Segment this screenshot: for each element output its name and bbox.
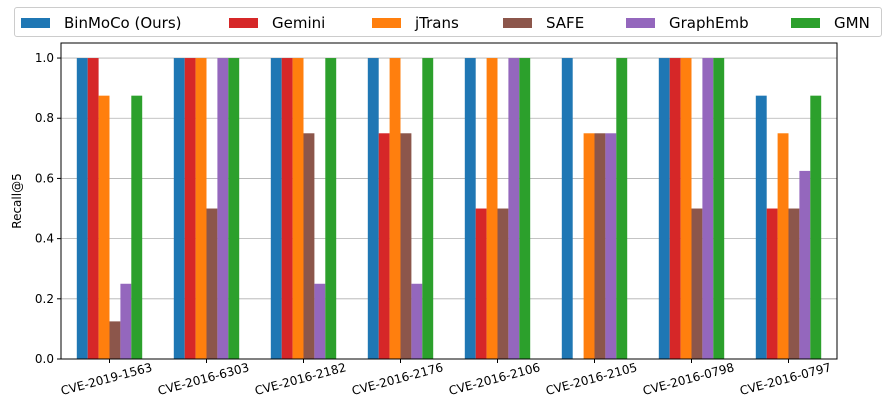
bar-gemini-cve-2016-0798	[669, 58, 681, 360]
bar-graphemb-cve-2016-2176	[411, 283, 423, 359]
bar-graphemb-cve-2019-1563	[120, 283, 132, 359]
legend-swatch-gemini	[229, 18, 258, 28]
legend-entry-gemini: Gemini	[229, 8, 325, 38]
bar-jtrans-cve-2016-2182	[292, 58, 304, 360]
bar-binmoco-ours-cve-2019-1563	[76, 58, 88, 360]
bar-graphemb-cve-2016-0798	[702, 58, 714, 360]
y-tick-label: 0.6	[35, 171, 54, 185]
bar-graphemb-cve-2016-6303	[217, 58, 229, 360]
x-tick-label: CVE-2016-2182	[253, 360, 347, 398]
bar-gmn-cve-2016-2105	[616, 58, 628, 360]
bar-gmn-cve-2016-2176	[422, 58, 434, 360]
bar-gmn-cve-2019-1563	[131, 95, 143, 360]
y-tick-label: 0.4	[35, 232, 54, 246]
x-tick-label: CVE-2019-1563	[59, 360, 153, 398]
bar-graphemb-cve-2016-2106	[508, 58, 520, 360]
legend-label-safe: SAFE	[546, 14, 585, 32]
bar-jtrans-cve-2019-1563	[98, 95, 110, 360]
bar-safe-cve-2016-2106	[497, 208, 509, 359]
bars	[76, 58, 822, 360]
bar-binmoco-ours-cve-2016-2182	[270, 58, 282, 360]
x-tick-label: CVE-2016-0798	[641, 360, 735, 398]
x-tick-label: CVE-2016-2176	[350, 360, 444, 398]
bar-binmoco-ours-cve-2016-0797	[755, 95, 767, 360]
legend-swatch-safe	[503, 18, 532, 28]
bar-gemini-cve-2016-2176	[378, 133, 390, 359]
bar-safe-cve-2016-0797	[788, 208, 800, 359]
bar-jtrans-cve-2016-2105	[583, 133, 595, 359]
bar-binmoco-ours-cve-2016-2106	[464, 58, 476, 360]
legend-label-gemini: Gemini	[272, 14, 326, 32]
bar-safe-cve-2016-0798	[691, 208, 703, 359]
legend-swatch-binmoco	[21, 18, 50, 28]
legend: BinMoCo (Ours) Gemini jTrans SAFE GraphE…	[14, 7, 882, 37]
x-tick-label: CVE-2016-6303	[156, 360, 250, 398]
bar-gemini-cve-2016-6303	[184, 58, 196, 360]
bar-binmoco-ours-cve-2016-0798	[658, 58, 670, 360]
legend-label-graphemb: GraphEmb	[669, 14, 749, 32]
bar-jtrans-cve-2016-0798	[680, 58, 692, 360]
legend-swatch-jtrans	[372, 18, 401, 28]
bar-gemini-cve-2019-1563	[87, 58, 99, 360]
y-axis-label: Recall@5	[10, 173, 24, 228]
legend-swatch-graphemb	[626, 18, 655, 28]
bar-graphemb-cve-2016-2182	[314, 283, 326, 359]
bar-safe-cve-2019-1563	[109, 321, 121, 359]
bar-gmn-cve-2016-2182	[325, 58, 337, 360]
bar-gemini-cve-2016-0797	[766, 208, 778, 359]
bar-binmoco-ours-cve-2016-2105	[561, 58, 573, 360]
bar-gmn-cve-2016-6303	[228, 58, 240, 360]
legend-label-jtrans: jTrans	[415, 14, 459, 32]
legend-label-gmn: GMN	[834, 14, 870, 32]
legend-swatch-gmn	[791, 18, 820, 28]
legend-entry-binmoco: BinMoCo (Ours)	[21, 8, 182, 38]
plot-frame	[60, 42, 838, 360]
bar-graphemb-cve-2016-2105	[605, 133, 617, 359]
x-axis: CVE-2019-1563 CVE-2016-6303 CVE-2016-2182 C…	[59, 359, 833, 398]
y-tick-label: 0.2	[35, 292, 54, 306]
bar-jtrans-cve-2016-0797	[777, 133, 789, 359]
bar-gmn-cve-2016-0797	[810, 95, 822, 360]
bar-gemini-cve-2016-2182	[281, 58, 293, 360]
x-tick-label: CVE-2016-2106	[447, 360, 541, 398]
bar-binmoco-ours-cve-2016-2176	[367, 58, 379, 360]
x-tick-label: CVE-2016-0797	[738, 360, 832, 398]
bar-graphemb-cve-2016-0797	[799, 170, 811, 359]
bar-gemini-cve-2016-2106	[475, 208, 487, 359]
legend-entry-gmn: GMN	[791, 8, 870, 38]
bar-gmn-cve-2016-0798	[713, 58, 725, 360]
bar-safe-cve-2016-2176	[400, 133, 412, 359]
bar-safe-cve-2016-2182	[303, 133, 315, 359]
bar-jtrans-cve-2016-2176	[389, 58, 401, 360]
legend-label-binmoco: BinMoCo (Ours)	[64, 14, 182, 32]
y-tick-label: 0.0	[35, 352, 54, 366]
legend-entry-jtrans: jTrans	[372, 8, 459, 38]
bar-jtrans-cve-2016-6303	[195, 58, 207, 360]
bar-safe-cve-2016-2105	[594, 133, 606, 359]
y-tick-label: 0.8	[35, 111, 54, 125]
bar-safe-cve-2016-6303	[206, 208, 218, 359]
y-tick-label: 1.0	[35, 51, 54, 65]
y-axis: 0.0 0.2 0.4 0.6 0.8 1.0	[35, 51, 61, 366]
legend-entry-safe: SAFE	[503, 8, 584, 38]
x-tick-label: CVE-2016-2105	[544, 360, 638, 398]
bar-gmn-cve-2016-2106	[519, 58, 531, 360]
bar-binmoco-ours-cve-2016-6303	[173, 58, 185, 360]
bar-jtrans-cve-2016-2106	[486, 58, 498, 360]
legend-entry-graphemb: GraphEmb	[626, 8, 749, 38]
